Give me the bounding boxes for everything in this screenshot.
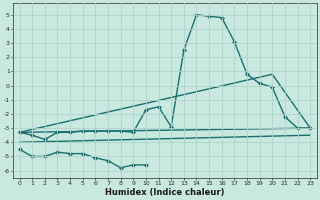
X-axis label: Humidex (Indice chaleur): Humidex (Indice chaleur) [105,188,225,197]
